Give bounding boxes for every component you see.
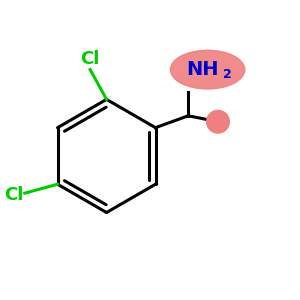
Ellipse shape	[170, 50, 245, 89]
Text: NH: NH	[186, 59, 218, 79]
Text: Cl: Cl	[80, 50, 100, 68]
Circle shape	[207, 110, 229, 133]
Text: 2: 2	[224, 68, 232, 82]
Text: Cl: Cl	[4, 186, 23, 204]
